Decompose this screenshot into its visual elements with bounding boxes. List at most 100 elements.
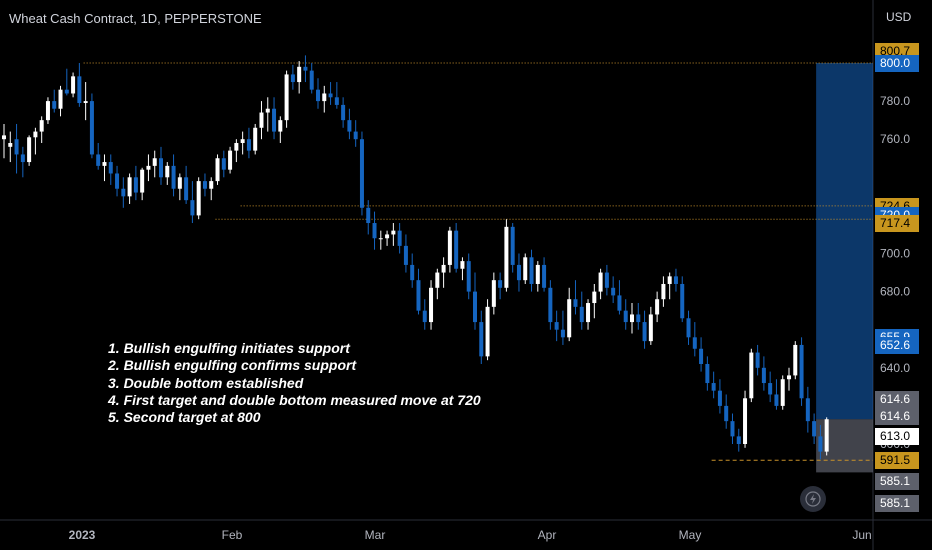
candle-body-25: [159, 158, 163, 178]
price-tag-11: 585.1: [875, 473, 919, 491]
candle-body-119: [749, 352, 754, 399]
candle-body-117: [736, 436, 741, 444]
candle-body-73: [460, 261, 465, 269]
candle-body-125: [787, 375, 791, 380]
candle-body-104: [655, 299, 660, 315]
candle-body-53: [334, 97, 339, 105]
candle-body-99: [623, 310, 628, 323]
note-2: 2. Bullish engulfing confirms support: [108, 357, 357, 374]
candle-body-108: [680, 283, 685, 319]
price-tag-6: 652.6: [875, 337, 919, 355]
candle-body-46: [290, 74, 295, 83]
candle-body-36: [228, 150, 233, 170]
candle-body-66: [416, 280, 421, 311]
candle-body-3: [20, 154, 25, 163]
candle-body-22: [140, 169, 145, 193]
candle-body-64: [403, 245, 408, 265]
candle-body-47: [297, 66, 302, 83]
candle-body-74: [466, 261, 471, 292]
candle-body-41: [259, 112, 264, 128]
candle-body-115: [724, 405, 729, 422]
candle-body-126: [793, 344, 798, 376]
candle-body-70: [441, 264, 446, 273]
candle-body-13: [83, 101, 88, 104]
y-tick-3: 680.0: [880, 285, 910, 299]
candle-body-110: [692, 337, 697, 349]
candle-body-124: [780, 379, 785, 406]
candle-body-54: [341, 104, 346, 121]
candle-body-32: [202, 181, 207, 189]
candle-body-79: [498, 280, 503, 288]
candle-body-12: [77, 76, 82, 104]
candle-body-129: [812, 421, 817, 437]
note-3: 3. Double bottom established: [108, 374, 304, 391]
y-tick-0: 780.0: [880, 94, 910, 108]
candle-body-130: [818, 436, 823, 452]
candle-body-123: [774, 394, 779, 406]
stop-zone: [816, 419, 873, 473]
candle-body-100: [630, 314, 634, 323]
candle-body-72: [454, 230, 459, 269]
candle-body-5: [33, 131, 38, 138]
candle-body-121: [761, 367, 766, 384]
candle-body-15: [96, 154, 101, 166]
candle-body-4: [27, 137, 32, 163]
price-tag-9: 613.0: [875, 428, 919, 446]
candle-body-2: [14, 139, 19, 155]
candle-body-109: [686, 318, 691, 338]
candle-body-92: [579, 306, 584, 323]
currency-label[interactable]: USD: [886, 10, 912, 24]
candle-body-52: [328, 93, 333, 98]
candle-body-93: [586, 303, 591, 323]
candle-body-107: [673, 276, 678, 284]
chart-title: Wheat Cash Contract, 1D, PEPPERSTONE: [9, 11, 262, 26]
candle-body-60: [378, 238, 383, 240]
candle-body-27: [171, 165, 176, 189]
candle-body-113: [711, 383, 716, 391]
price-tag-7: 614.6: [875, 390, 919, 408]
candle-body-55: [347, 120, 352, 132]
candle-body-11: [71, 76, 76, 94]
candle-body-97: [611, 287, 616, 296]
candle-body-49: [309, 70, 314, 90]
candle-body-116: [730, 421, 735, 437]
candle-body-30: [190, 200, 195, 216]
candle-body-28: [177, 177, 182, 189]
replay-button[interactable]: [800, 486, 826, 512]
candle-body-105: [661, 283, 666, 300]
candle-body-102: [642, 322, 647, 342]
note-5: 5. Second target at 800: [108, 409, 261, 426]
y-tick-1: 760.0: [880, 132, 910, 146]
price-tag-1: 800.0: [875, 54, 919, 72]
candle-body-58: [366, 207, 371, 224]
candle-body-43: [272, 108, 277, 132]
candle-body-98: [617, 295, 622, 311]
candle-body-23: [146, 165, 151, 170]
candle-body-26: [165, 165, 170, 178]
note-4: 4. First target and double bottom measur…: [108, 391, 481, 408]
candle-body-14: [89, 101, 94, 155]
x-tick-2: Mar: [365, 528, 386, 542]
candle-body-106: [667, 276, 672, 284]
y-tick-2: 700.0: [880, 247, 910, 261]
candle-body-8: [52, 101, 57, 109]
candle-body-131: [824, 419, 829, 452]
candle-body-19: [121, 188, 126, 197]
lightning-icon: [805, 491, 821, 507]
candle-body-90: [567, 299, 572, 338]
candle-body-80: [504, 226, 509, 288]
candle-body-77: [485, 306, 490, 357]
candle-body-37: [234, 143, 239, 151]
candle-body-122: [768, 383, 773, 395]
candle-body-111: [699, 348, 704, 364]
candle-body-86: [542, 264, 547, 288]
candle-body-38: [240, 139, 245, 144]
candle-body-56: [353, 131, 358, 140]
candle-body-31: [196, 181, 201, 216]
candle-body-51: [322, 93, 327, 102]
y-tick-4: 640.0: [880, 361, 910, 375]
candle-body-88: [554, 322, 559, 330]
candle-body-67: [422, 310, 427, 323]
candle-body-94: [592, 291, 597, 304]
